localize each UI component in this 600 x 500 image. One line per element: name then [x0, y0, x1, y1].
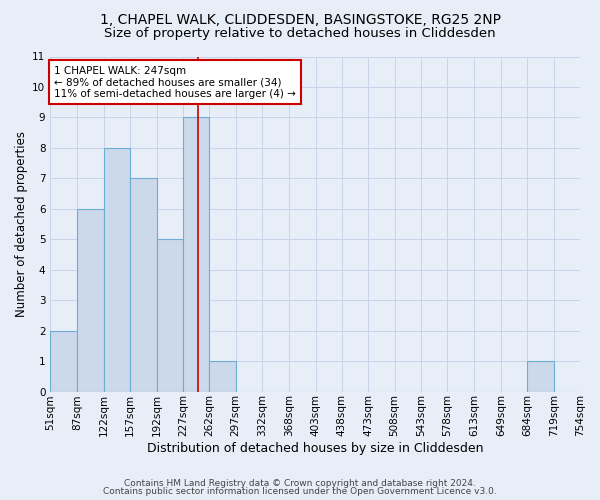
Text: 1 CHAPEL WALK: 247sqm
← 89% of detached houses are smaller (34)
11% of semi-deta: 1 CHAPEL WALK: 247sqm ← 89% of detached … — [54, 66, 296, 99]
Bar — [209, 361, 236, 392]
Bar — [50, 330, 77, 392]
Bar — [104, 148, 130, 392]
Y-axis label: Number of detached properties: Number of detached properties — [15, 131, 28, 317]
Bar — [157, 240, 183, 392]
Text: Size of property relative to detached houses in Cliddesden: Size of property relative to detached ho… — [104, 28, 496, 40]
X-axis label: Distribution of detached houses by size in Cliddesden: Distribution of detached houses by size … — [147, 442, 484, 455]
Text: Contains public sector information licensed under the Open Government Licence v3: Contains public sector information licen… — [103, 487, 497, 496]
Bar — [183, 118, 209, 392]
Text: 1, CHAPEL WALK, CLIDDESDEN, BASINGSTOKE, RG25 2NP: 1, CHAPEL WALK, CLIDDESDEN, BASINGSTOKE,… — [100, 12, 500, 26]
Bar — [527, 361, 554, 392]
Text: Contains HM Land Registry data © Crown copyright and database right 2024.: Contains HM Land Registry data © Crown c… — [124, 478, 476, 488]
Bar — [77, 209, 104, 392]
Bar — [130, 178, 157, 392]
